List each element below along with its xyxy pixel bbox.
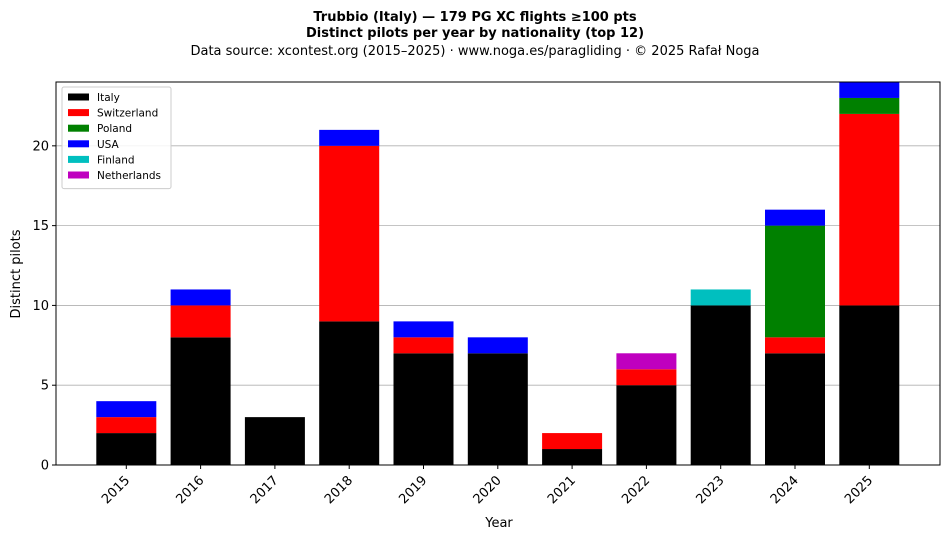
bar-usa-2018	[319, 129, 380, 146]
chart-subtitle: Distinct pilots per year by nationality …	[306, 26, 644, 41]
bar-switzerland-2021	[542, 433, 603, 450]
y-tick-label: 0	[41, 459, 49, 474]
x-tick-label: 2020	[471, 473, 505, 507]
bar-italy-2016	[170, 337, 231, 465]
bar-switzerland-2025	[839, 113, 900, 306]
bar-switzerland-2024	[765, 337, 825, 354]
x-tick-label: 2021	[545, 473, 579, 507]
y-tick-label: 5	[41, 379, 49, 394]
legend-label-usa: USA	[97, 139, 120, 151]
chart-title: Trubbio (Italy) — 179 PG XC flights ≥100…	[313, 10, 637, 25]
legend-box	[61, 86, 172, 190]
bar-italy-2017	[244, 417, 305, 465]
legend-swatch-italy	[68, 93, 89, 101]
bar-italy-2023	[690, 305, 751, 465]
bars	[96, 82, 900, 465]
x-tick-label: 2022	[619, 473, 653, 507]
bar-usa-2016	[170, 289, 231, 306]
x-axis: 2015 2016 2017 2018 2019 2020 2021 2022 2023 2024…	[99, 465, 876, 507]
bar-usa-2015	[96, 401, 157, 418]
y-tick-label: 20	[32, 139, 49, 154]
bar-italy-2020	[467, 353, 528, 465]
bar-italy-2018	[319, 321, 380, 465]
bar-usa-2025	[839, 82, 900, 98]
y-tick-label: 10	[32, 299, 49, 314]
legend-label-finland: Finland	[97, 154, 135, 166]
bar-italy-2019	[393, 353, 454, 465]
x-tick-label: 2025	[842, 473, 876, 507]
legend-label-poland: Poland	[97, 123, 132, 135]
x-axis-label: Year	[484, 516, 513, 531]
bar-italy-2015	[96, 433, 157, 465]
bar-italy-2024	[765, 353, 825, 465]
chart-caption: Data source: xcontest.org (2015–2025) · …	[190, 44, 759, 59]
legend-swatch-usa	[68, 140, 89, 148]
bar-italy-2022	[616, 385, 677, 465]
x-tick-label: 2019	[396, 473, 430, 507]
y-tick-label: 15	[32, 219, 49, 234]
y-axis: 0 5 10 15 20	[32, 139, 56, 474]
bar-switzerland-2019	[393, 337, 454, 354]
legend-swatch-poland	[68, 124, 89, 132]
x-tick-label: 2023	[694, 473, 728, 507]
legend-swatch-netherlands	[68, 171, 89, 179]
legend: Italy Switzerland Poland USA Finland Netherla…	[61, 86, 172, 190]
bar-italy-2021	[542, 449, 603, 465]
x-tick-label: 2018	[322, 473, 356, 507]
bar-poland-2024	[765, 225, 825, 338]
x-tick-label: 2024	[768, 473, 802, 507]
legend-label-italy: Italy	[97, 92, 120, 104]
x-tick-label: 2017	[248, 473, 282, 507]
legend-swatch-finland	[68, 155, 89, 163]
bar-switzerland-2022	[616, 369, 677, 386]
bar-usa-2019	[393, 321, 454, 338]
legend-label-switzerland: Switzerland	[97, 108, 158, 120]
bar-usa-2020	[467, 337, 528, 354]
bar-switzerland-2015	[96, 417, 157, 434]
legend-swatch-switzerland	[68, 109, 89, 117]
bar-usa-2024	[765, 209, 825, 226]
y-axis-label: Distinct pilots	[9, 229, 24, 318]
bar-switzerland-2016	[170, 305, 231, 338]
bar-poland-2025	[839, 97, 900, 114]
x-tick-label: 2016	[173, 473, 207, 507]
bar-netherlands-2022	[616, 353, 677, 370]
bar-italy-2025	[839, 305, 900, 465]
bar-switzerland-2018	[319, 145, 380, 322]
legend-label-netherlands: Netherlands	[97, 170, 161, 182]
bar-finland-2023	[690, 289, 751, 306]
x-tick-label: 2015	[99, 473, 133, 507]
